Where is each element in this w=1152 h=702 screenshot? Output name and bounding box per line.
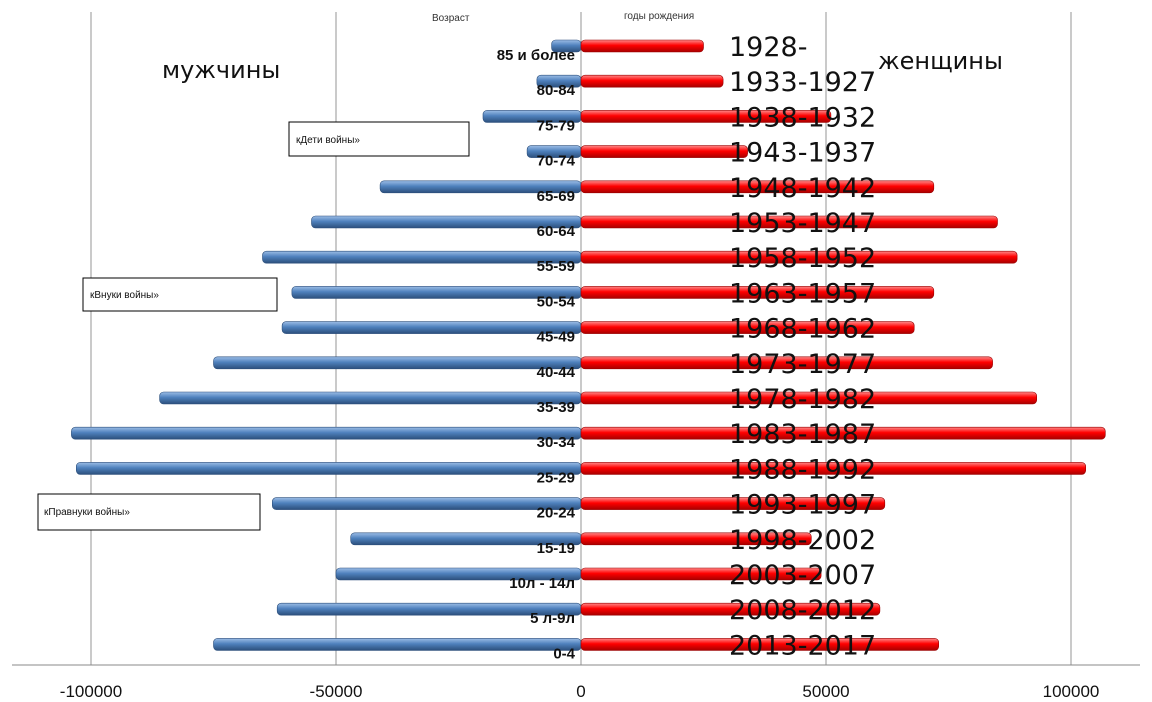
age-label: 15-19 [537, 540, 575, 557]
age-label: 55-59 [537, 258, 575, 275]
birth-years-title: годы рождения [624, 11, 694, 22]
bar-male-9 [213, 356, 582, 370]
x-tick-label: 50000 [802, 682, 849, 701]
bar-male-10 [159, 391, 582, 405]
bar-female-10 [580, 391, 1038, 405]
birth-years-label: 1983-1987 [729, 419, 876, 450]
birth-years-label: 1963-1957 [729, 278, 876, 309]
birth-years-label: 1988-1992 [729, 454, 876, 485]
age-label: 25-29 [537, 469, 575, 486]
annotation-children-of-war: кДети войны» [296, 135, 360, 146]
bar-female-8 [580, 321, 915, 334]
age-label: 75-79 [537, 117, 575, 134]
birth-years-label: 1953-1947 [729, 208, 876, 239]
age-label: 0-4 [553, 645, 575, 662]
gridlines [90, 12, 1072, 665]
birth-years-label: 1968-1962 [729, 314, 876, 345]
bar-male-12 [76, 462, 582, 475]
bar-female-3 [580, 145, 748, 158]
age-label: 50-54 [537, 293, 576, 310]
age-label: 40-44 [537, 364, 576, 381]
age-label: 30-34 [537, 434, 576, 451]
birth-years-label: 1928- [729, 32, 807, 63]
x-tick-label: -100000 [60, 682, 122, 701]
birth-years-label: 2003-2007 [729, 560, 876, 591]
age-label: 65-69 [537, 188, 575, 205]
age-label: 70-74 [537, 153, 576, 170]
bar-female-16 [580, 602, 881, 616]
x-tick-label: 100000 [1043, 682, 1100, 701]
bars [71, 39, 1106, 651]
bar-female-0 [580, 39, 704, 53]
age-label: 80-84 [537, 82, 576, 99]
age-label: 45-49 [537, 329, 575, 346]
x-tick-label: -50000 [310, 682, 363, 701]
birth-years-label: 1938-1932 [729, 102, 876, 133]
male-title: мужчины [162, 56, 280, 84]
annotation-box-children-of-war: кДети войны» [288, 121, 470, 157]
birth-years-label: 2008-2012 [729, 595, 876, 626]
bar-female-14 [580, 532, 812, 546]
bar-female-5 [580, 215, 998, 229]
annotation-box-grandchildren-of-war: кВнуки войны» [82, 277, 278, 312]
bar-female-4 [580, 180, 935, 194]
x-tick-label: 0 [576, 682, 585, 701]
bar-male-6 [262, 250, 582, 264]
birth-years-label: 2013-2017 [729, 630, 876, 661]
bar-female-15 [580, 567, 822, 581]
age-label: 85 и более [497, 47, 575, 64]
bar-male-17 [213, 638, 582, 651]
bar-female-11 [580, 426, 1106, 440]
bar-female-6 [580, 250, 1018, 264]
annotation-grandchildren-of-war: кВнуки войны» [90, 290, 159, 301]
birth-years-label: 1943-1937 [729, 138, 876, 169]
annotation-box-great-grandchildren-of-war: кПравнуки войны» [37, 493, 261, 531]
age-label: 5 л-9л [530, 610, 575, 627]
birth-years-label: 1978-1982 [729, 384, 876, 415]
bar-female-12 [580, 462, 1087, 475]
annotation-great-grandchildren-of-war: кПравнуки войны» [44, 507, 130, 518]
age-label: 35-39 [537, 399, 575, 416]
female-title: женщины [878, 47, 1003, 75]
bar-female-1 [580, 74, 724, 88]
bar-male-13 [271, 497, 582, 510]
bar-female-2 [580, 110, 832, 123]
bar-female-13 [580, 497, 886, 510]
age-label: 20-24 [537, 505, 576, 522]
bar-female-7 [580, 286, 935, 299]
age-label: 60-64 [537, 223, 576, 240]
birth-years-label: 1993-1997 [729, 490, 876, 521]
labels: 85 и более 1928- 80-84 1933-1927 75-79 1938-1… [497, 32, 876, 662]
age-axis-title: Возраст [432, 13, 470, 24]
bar-male-11 [71, 426, 582, 440]
x-axis-ticks: -100000 -50000 0 50000 100000 [60, 682, 1100, 701]
bar-female-17 [580, 638, 940, 651]
bar-female-9 [580, 356, 993, 370]
birth-years-label: 1973-1977 [729, 349, 876, 380]
birth-years-label: 1933-1927 [729, 67, 876, 98]
birth-years-label: 1958-1952 [729, 243, 876, 274]
birth-years-label: 1948-1942 [729, 173, 876, 204]
birth-years-label: 1998-2002 [729, 525, 876, 556]
age-label: 10л - 14л [509, 575, 575, 592]
